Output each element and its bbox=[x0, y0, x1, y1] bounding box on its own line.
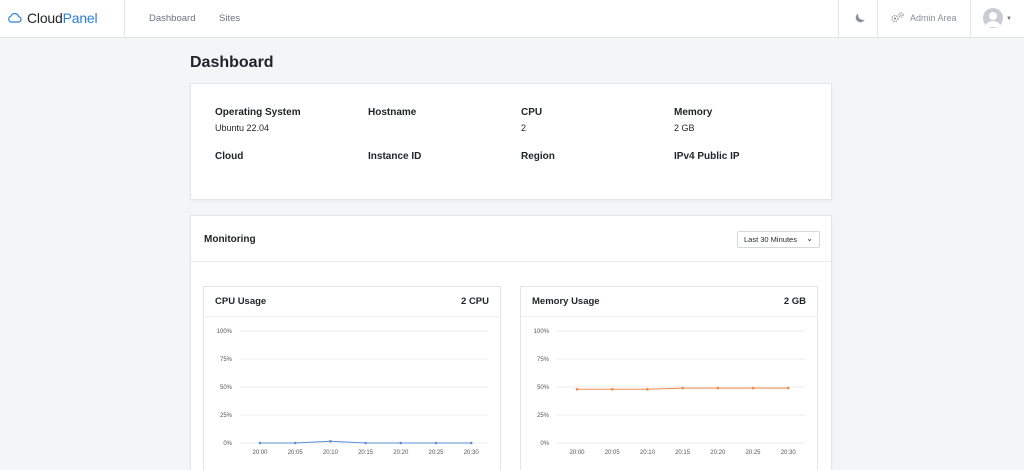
memory-value: 2 GB bbox=[674, 123, 695, 133]
y-tick-label: 0% bbox=[540, 441, 549, 447]
x-tick-label: 20:25 bbox=[745, 450, 761, 456]
y-tick-label: 50% bbox=[537, 385, 550, 391]
x-tick-label: 20:00 bbox=[569, 450, 585, 456]
data-point bbox=[751, 386, 755, 390]
x-tick-label: 20:30 bbox=[464, 450, 480, 456]
ipv4-label: IPv4 Public IP bbox=[674, 151, 740, 162]
data-point bbox=[646, 387, 649, 391]
x-tick-label: 20:10 bbox=[640, 450, 656, 456]
memory-usage-chart: 100% 75% 50% 25% 0% 20:00 20:05 20:10 20:15 20:20… bbox=[534, 329, 805, 456]
data-point bbox=[575, 387, 579, 391]
y-tick-label: 0% bbox=[223, 441, 232, 447]
y-tick-label: 75% bbox=[220, 357, 233, 363]
cpu-usage-card: CPU Usage 2 CPU 100% 75% 50% 25% 0% 20:00 20:0… bbox=[203, 286, 501, 470]
avatar[interactable] bbox=[983, 8, 1003, 28]
x-tick-label: 20:20 bbox=[393, 450, 409, 456]
divider bbox=[970, 0, 971, 38]
monitoring-card: Monitoring Last 30 Minutes ⌄ CPU Usage 2… bbox=[190, 215, 832, 470]
x-tick-label: 20:30 bbox=[781, 450, 797, 456]
top-navbar: CloudPanel Dashboard Sites Admin Area ▼ bbox=[0, 0, 1024, 38]
chart-title: Memory Usage bbox=[532, 296, 600, 307]
chart-title: CPU Usage bbox=[215, 296, 267, 307]
region-label: Region bbox=[521, 151, 555, 162]
y-tick-label: 50% bbox=[220, 385, 233, 391]
instance-id-label: Instance ID bbox=[368, 151, 422, 162]
x-tick-label: 20:15 bbox=[675, 450, 691, 456]
x-tick-label: 20:05 bbox=[605, 450, 621, 456]
nav-sites[interactable]: Sites bbox=[219, 13, 241, 24]
divider bbox=[124, 0, 125, 38]
chart-summary: 2 GB bbox=[783, 296, 806, 307]
y-tick-label: 25% bbox=[537, 413, 550, 419]
nav-dashboard[interactable]: Dashboard bbox=[149, 13, 196, 24]
data-point bbox=[716, 386, 720, 390]
divider bbox=[838, 0, 839, 38]
x-tick-label: 20:25 bbox=[428, 450, 444, 456]
time-range-value: Last 30 Minutes bbox=[744, 235, 797, 244]
hostname-label: Hostname bbox=[368, 107, 417, 118]
chart-header: CPU Usage 2 CPU bbox=[204, 287, 500, 317]
admin-area-link[interactable]: Admin Area bbox=[890, 11, 957, 24]
cpu-usage-chart: 100% 75% 50% 25% 0% 20:00 20:05 20:10 20:15 20:20… bbox=[217, 329, 488, 456]
data-point bbox=[610, 387, 614, 391]
memory-label: Memory bbox=[674, 107, 713, 118]
y-tick-label: 25% bbox=[220, 413, 233, 419]
x-tick-label: 20:10 bbox=[323, 450, 339, 456]
os-value: Ubuntu 22.04 bbox=[215, 123, 270, 133]
data-point bbox=[399, 441, 403, 445]
user-icon bbox=[985, 12, 1001, 27]
chart-summary: 2 CPU bbox=[461, 296, 489, 307]
y-tick-label: 100% bbox=[534, 329, 550, 335]
data-point bbox=[329, 440, 332, 443]
divider bbox=[877, 0, 878, 38]
gears-icon bbox=[891, 12, 904, 23]
x-tick-label: 20:20 bbox=[710, 450, 726, 456]
cpu-value: 2 bbox=[521, 123, 527, 133]
moon-icon[interactable] bbox=[853, 11, 867, 25]
monitoring-title: Monitoring bbox=[204, 234, 256, 245]
page-title: Dashboard bbox=[190, 54, 274, 71]
cloud-label: Cloud bbox=[215, 151, 244, 162]
cloud-logo-icon bbox=[8, 13, 22, 23]
x-tick-label: 20:00 bbox=[252, 450, 268, 456]
brand-logo[interactable]: CloudPanel bbox=[7, 8, 98, 28]
memory-usage-card: Memory Usage 2 GB 100% 75% 50% 25% 0% 20:00 20… bbox=[520, 286, 818, 470]
cpu-label: CPU bbox=[521, 107, 543, 118]
data-point bbox=[469, 441, 473, 445]
time-range-select[interactable]: Last 30 Minutes ⌄ bbox=[737, 231, 820, 248]
chevron-down-icon[interactable]: ▼ bbox=[1006, 16, 1012, 22]
admin-area-label: Admin Area bbox=[910, 12, 957, 23]
y-tick-label: 100% bbox=[217, 329, 233, 335]
server-info-card: Operating System Ubuntu 22.04 Hostname C… bbox=[190, 83, 832, 200]
data-point bbox=[434, 441, 438, 445]
brand-name: CloudPanel bbox=[27, 10, 98, 26]
x-tick-label: 20:05 bbox=[288, 450, 304, 456]
data-point bbox=[258, 441, 262, 445]
data-point bbox=[681, 386, 684, 390]
x-tick-label: 20:15 bbox=[358, 450, 374, 456]
chart-header: Memory Usage 2 GB bbox=[521, 287, 817, 317]
data-point bbox=[364, 441, 367, 445]
os-label: Operating System bbox=[215, 107, 301, 118]
monitoring-header: Monitoring Last 30 Minutes ⌄ bbox=[191, 216, 831, 262]
chevron-down-icon: ⌄ bbox=[806, 234, 813, 243]
data-point bbox=[786, 386, 790, 390]
y-tick-label: 75% bbox=[537, 357, 550, 363]
data-point bbox=[293, 441, 297, 445]
